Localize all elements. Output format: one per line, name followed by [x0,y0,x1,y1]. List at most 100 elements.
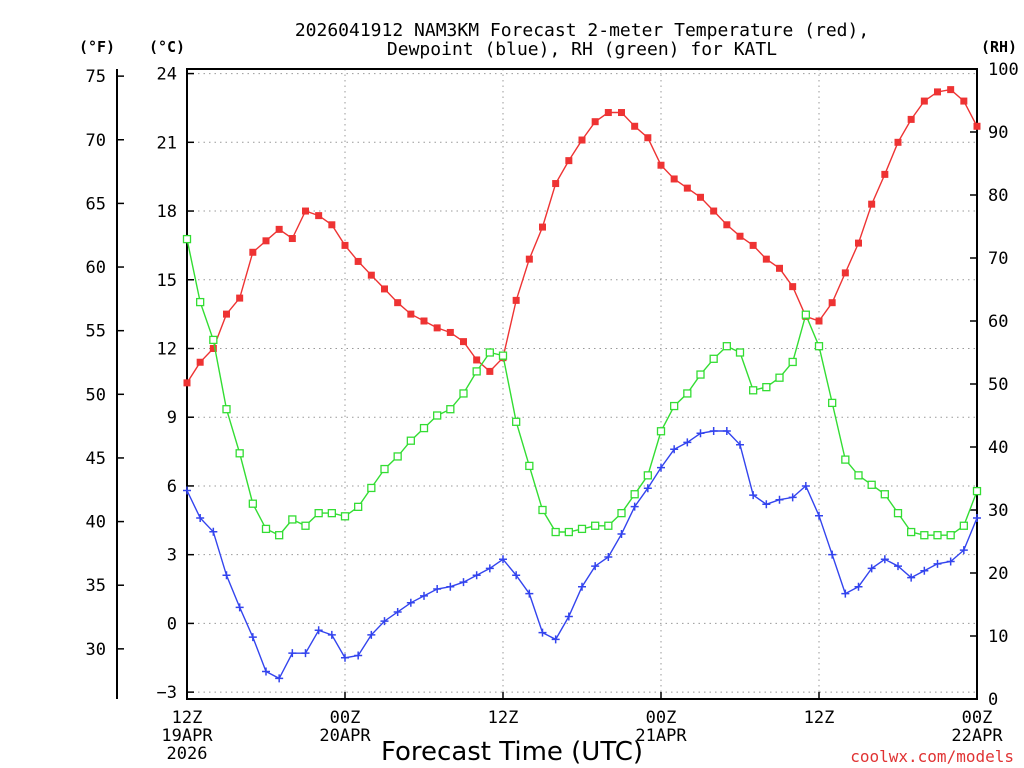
rh-tick-label: 80 [988,186,1008,206]
temperature-point [960,97,968,105]
rh-point [643,471,652,480]
dewpoint-point [920,566,929,575]
x-tick-label: 2026 [167,744,208,764]
rh-point [182,234,192,244]
rh-point [762,382,771,392]
celsius-tick-label: 15 [157,271,177,291]
rh-point [656,427,666,436]
rh-point [683,389,692,398]
rh-point [419,423,429,433]
temperature-point [868,200,876,208]
rh-tick-label: 70 [988,249,1008,269]
rh-point [235,449,244,458]
fahrenheit-tick-label: 65 [86,194,106,214]
temperature-point [486,367,494,375]
dewpoint-point [301,649,310,658]
x-axis-title: Forecast Time (UTC) [381,737,643,767]
temperature-point [552,180,560,188]
temperature-point [841,269,849,277]
chart-title-line2: Dewpoint (blue), RH (green) for KATL [387,39,777,60]
celsius-tick-label: 18 [157,202,177,222]
dewpoint-point [314,626,323,635]
temperature-point [736,232,744,240]
dewpoint-point [907,573,916,582]
x-tick-label: 00Z [962,708,993,728]
dewpoint-point [591,562,600,571]
rh-point [907,527,916,537]
rh-point [525,461,534,471]
rh-tick-label: 30 [988,501,1008,521]
dewpoint-point [709,426,718,435]
rh-point [327,508,336,518]
temperature-point [209,344,217,352]
rh-point [959,521,968,530]
x-tick-label: 00Z [646,708,677,728]
grid [187,69,977,699]
dewpoint-point [604,552,613,561]
rh-point [841,455,850,464]
celsius-tick-label: 6 [167,477,177,497]
temperature-point [657,161,665,169]
temperature-point [670,175,678,183]
rh-point [788,357,797,367]
dewpoint-point [828,550,837,559]
temperature-point [604,109,612,117]
x-tick-label: 21APR [635,726,687,746]
rh-point [670,401,679,411]
rh-point [880,490,889,499]
rh-point [972,486,982,496]
dewpoint-point [894,562,902,571]
celsius-tick-label: 0 [167,614,177,634]
dewpoint-point [959,546,968,555]
temperature-point [328,221,336,229]
dewpoint-point [788,493,797,502]
rh-point [498,351,508,360]
temperature-point [591,118,599,126]
fahrenheit-tick-label: 70 [86,131,106,151]
rh-point [893,508,903,518]
fahrenheit-tick-label: 35 [86,576,106,596]
rh-point [538,505,547,515]
dewpoint-point [209,527,218,536]
dewpoint-point [854,582,863,591]
temperature-line [186,88,978,384]
rh-tick-label: 60 [988,312,1008,332]
temperature-point [460,338,467,346]
temperature-point [407,310,415,318]
rh-point [854,471,863,480]
celsius-tick-label: 3 [167,546,177,566]
celsius-tick-label: 21 [157,133,177,153]
rh-point [354,502,363,512]
rh-point [564,527,573,537]
rh-point [485,348,494,357]
dewpoint-point [749,491,758,500]
celsius-tick-label: 12 [157,339,177,359]
dewpoint-point [538,628,547,637]
dewpoint-point [630,502,639,511]
dewpoint-point [775,495,784,504]
rh-point [314,508,323,518]
dewpoint-point [525,589,534,598]
celsius-tick-label: 24 [157,65,177,85]
temperature-point [420,317,428,325]
rh-tick-label: 10 [988,627,1008,647]
rh-point [275,531,284,540]
temperature-point [473,356,481,364]
temperature-point [539,223,546,231]
dewpoint-point [512,571,521,580]
plot-frame [186,68,978,700]
rh-point [630,490,639,499]
dewpoint-point [380,617,389,626]
fahrenheit-tick-label: 50 [86,385,106,405]
rh-point [814,342,824,351]
rh-point [604,521,613,530]
temperature-point [644,134,652,142]
rh-point [696,370,705,379]
dewpoint-point [762,500,771,509]
fahrenheit-tick-label: 75 [86,67,106,87]
rh-point [406,436,415,445]
dewpoint-point [551,635,560,644]
dewpoint-point [393,607,402,616]
rh-point [617,508,626,518]
